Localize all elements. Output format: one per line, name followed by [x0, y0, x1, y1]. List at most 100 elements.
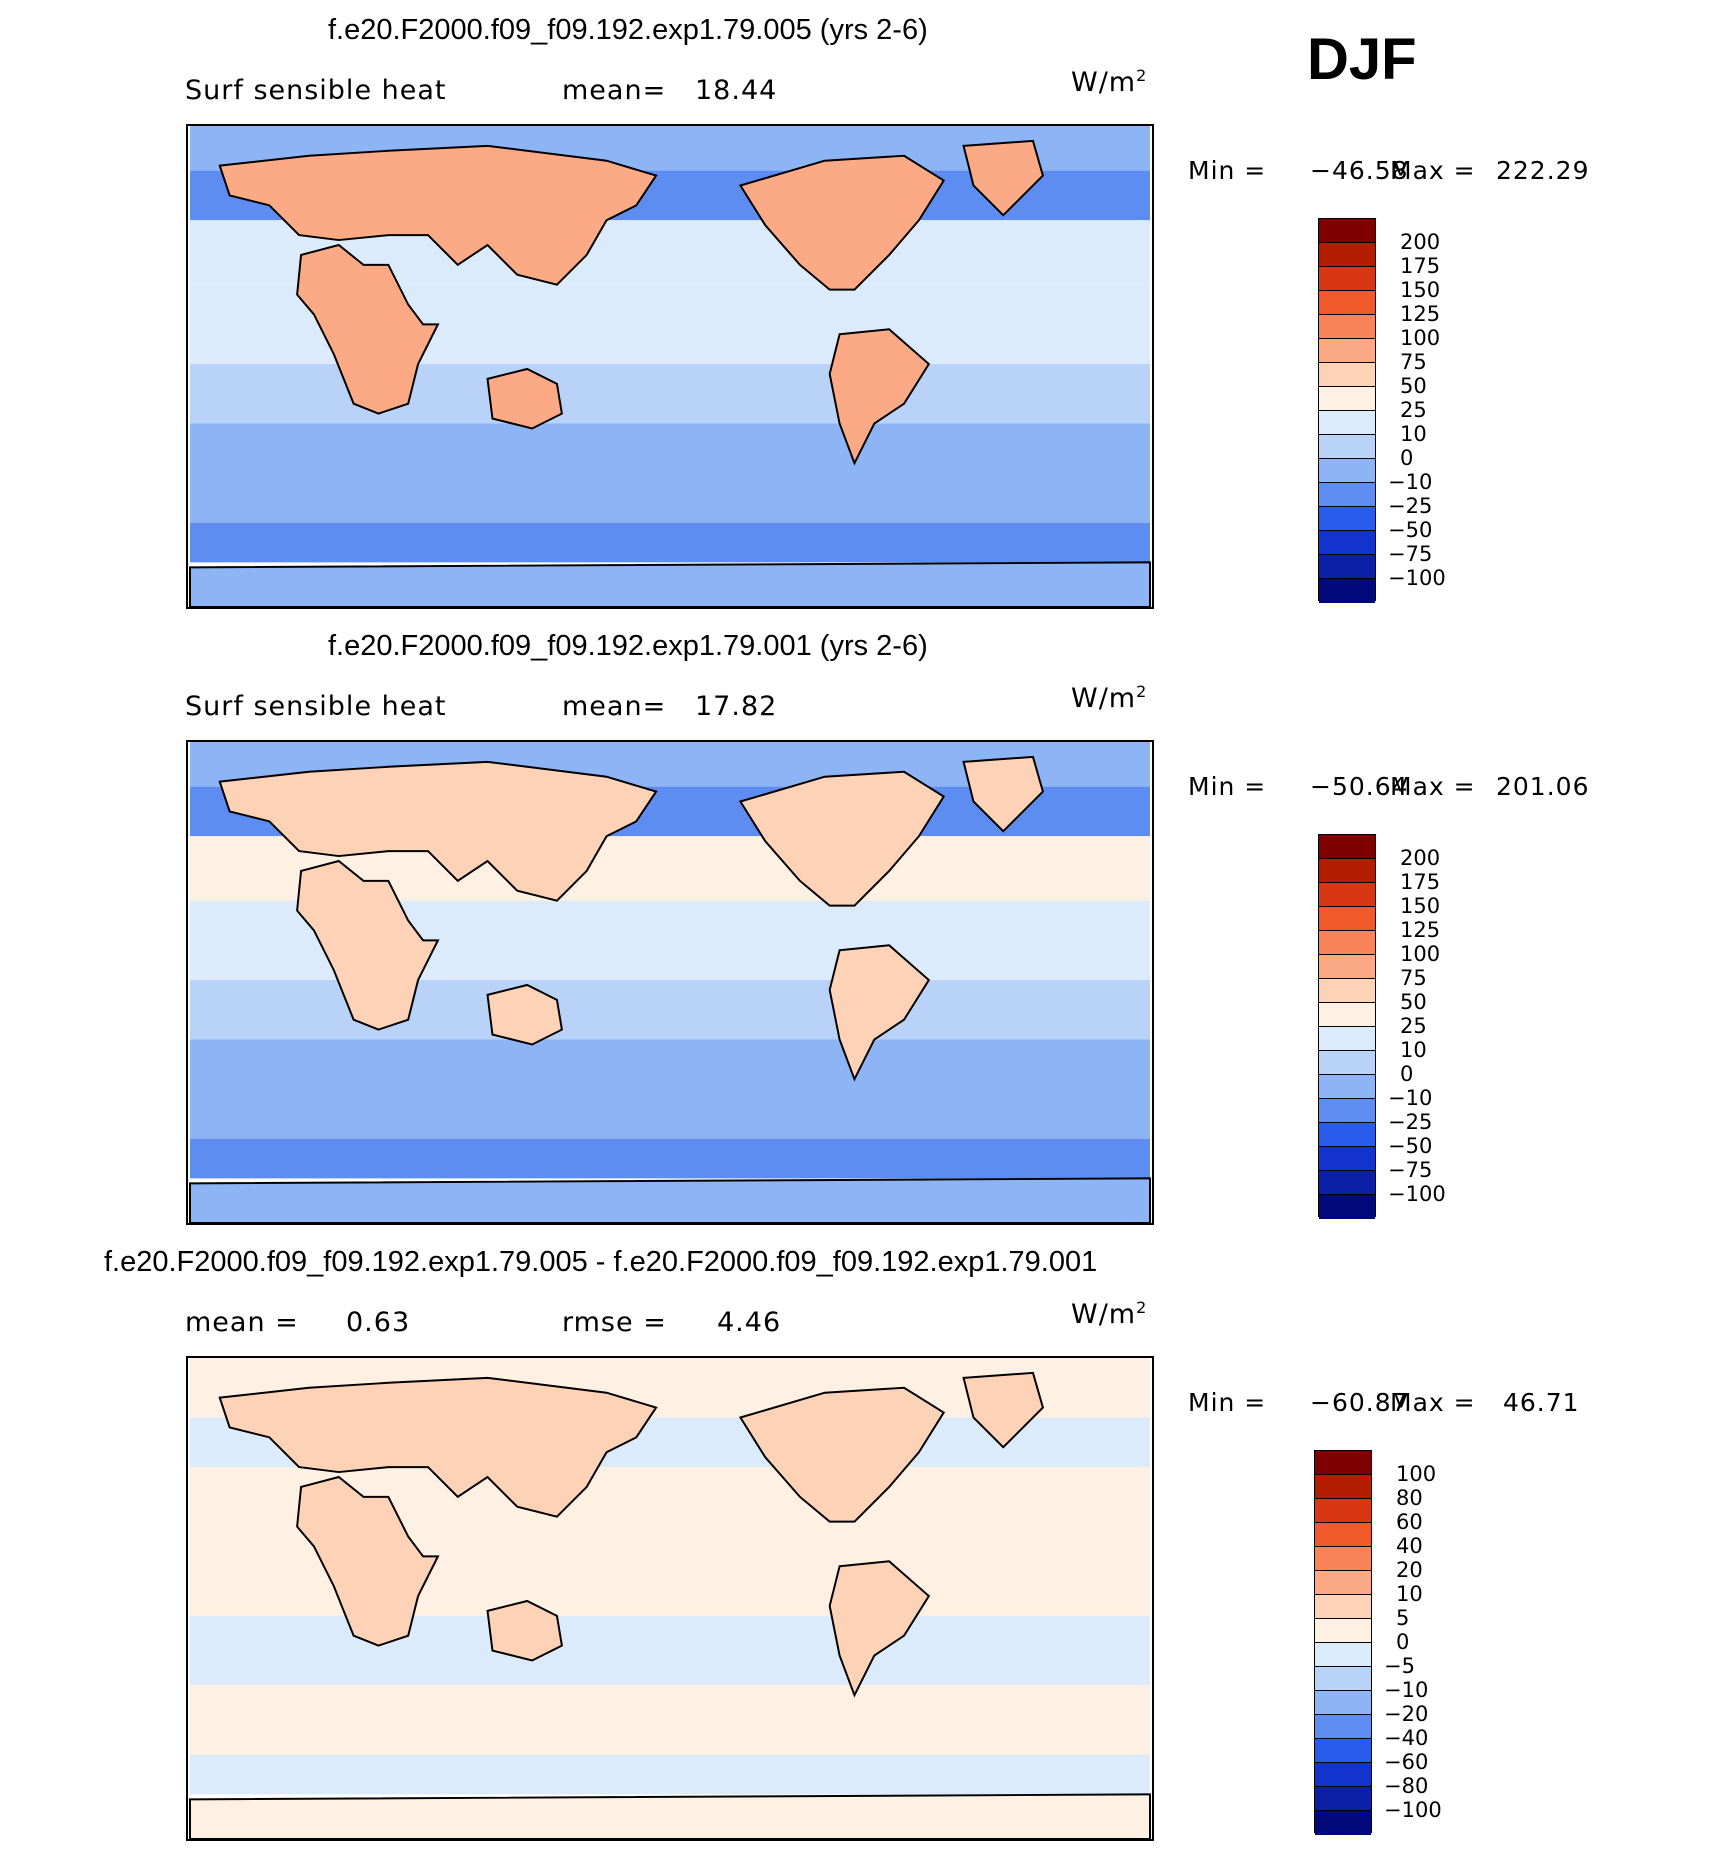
season-label: DJF	[1307, 27, 1417, 92]
colorbar-level-label: 0	[1400, 1062, 1414, 1086]
coastline	[189, 561, 1151, 607]
colorbar-swatch	[1315, 1451, 1371, 1475]
coastline	[218, 1376, 658, 1518]
coastline	[828, 1560, 931, 1698]
colorbar-swatch	[1315, 1667, 1371, 1691]
colorbar-swatch	[1315, 1523, 1371, 1547]
colorbar-level-label: 200	[1400, 230, 1441, 254]
panel-2-variable: Surf sensible heat	[185, 691, 447, 722]
map-field	[189, 1358, 1151, 1839]
panel-1-units-exp: 2	[1136, 66, 1148, 85]
panel-3-units-base: W/m	[1071, 1299, 1137, 1330]
coastline	[962, 139, 1045, 217]
colorbar-level-label: 125	[1400, 302, 1441, 326]
colorbar-swatch	[1319, 267, 1375, 291]
colorbar-swatch	[1319, 835, 1375, 859]
panel-3-title: f.e20.F2000.f09_f09.192.exp1.79.005 - f.…	[104, 1246, 1098, 1278]
panel-1-mean-value: 18.44	[695, 75, 778, 106]
colorbar-level-label: 125	[1400, 918, 1441, 942]
colorbar-swatch	[1319, 1195, 1375, 1219]
colorbar-swatch	[1319, 859, 1375, 883]
panel-2-colorbar	[1318, 834, 1376, 1219]
colorbar-level-label: −75	[1388, 542, 1433, 566]
colorbar-swatch	[1319, 363, 1375, 387]
map-field	[189, 742, 1151, 1223]
coastline	[828, 328, 931, 466]
panel-3-units: W/m2	[1071, 1298, 1147, 1330]
colorbar-level-label: 25	[1400, 1014, 1427, 1038]
colorbar-level-label: 100	[1396, 1462, 1437, 1486]
colorbar-level-label: −10	[1384, 1678, 1429, 1702]
coastline	[486, 1599, 563, 1662]
coastline	[189, 1177, 1151, 1223]
colorbar-swatch	[1319, 579, 1375, 603]
colorbar-level-label: −25	[1388, 494, 1433, 518]
panel-2-map	[186, 740, 1154, 1225]
panel-3-min-value: −60.87	[1310, 1388, 1409, 1417]
colorbar-level-label: −80	[1384, 1774, 1429, 1798]
colorbar-swatch	[1319, 1075, 1375, 1099]
panel-2-max-label: Max =	[1390, 772, 1476, 801]
panel-3-max-label: Max =	[1390, 1388, 1476, 1417]
colorbar-swatch	[1319, 315, 1375, 339]
panel-2-units: W/m2	[1071, 682, 1147, 714]
colorbar-swatch	[1319, 1003, 1375, 1027]
colorbar-level-label: −100	[1384, 1798, 1442, 1822]
colorbar-swatch	[1319, 907, 1375, 931]
colorbar-swatch	[1319, 1123, 1375, 1147]
coastline	[738, 770, 946, 907]
coastline	[962, 1371, 1045, 1449]
coastline	[218, 760, 658, 902]
colorbar-swatch	[1319, 507, 1375, 531]
colorbar-level-label: −40	[1384, 1726, 1429, 1750]
colorbar-level-label: −100	[1388, 566, 1446, 590]
colorbar-level-label: 100	[1400, 942, 1441, 966]
panel-3-mean-value: 0.63	[346, 1307, 411, 1338]
colorbar-level-label: 200	[1400, 846, 1441, 870]
colorbar-swatch	[1319, 483, 1375, 507]
colorbar-level-label: −75	[1388, 1158, 1433, 1182]
panel-3-min-label: Min =	[1188, 1388, 1267, 1417]
colorbar-level-label: −60	[1384, 1750, 1429, 1774]
colorbar-swatch	[1319, 435, 1375, 459]
colorbar-swatch	[1315, 1811, 1371, 1835]
panel-2-min-value: −50.64	[1310, 772, 1409, 801]
panel-2-min-label: Min =	[1188, 772, 1267, 801]
colorbar-swatch	[1315, 1691, 1371, 1715]
colorbar-level-label: 10	[1400, 1038, 1427, 1062]
colorbar-level-label: 100	[1400, 326, 1441, 350]
colorbar-level-label: 10	[1400, 422, 1427, 446]
colorbar-swatch	[1319, 883, 1375, 907]
panel-1-units: W/m2	[1071, 66, 1147, 98]
coastline	[486, 367, 563, 430]
panel-1-max-value: 222.29	[1496, 156, 1590, 185]
panel-1-units-base: W/m	[1071, 67, 1137, 98]
colorbar-swatch	[1319, 1051, 1375, 1075]
colorbar-level-label: 175	[1400, 870, 1441, 894]
colorbar-swatch	[1315, 1739, 1371, 1763]
colorbar-swatch	[1315, 1499, 1371, 1523]
panel-3-units-exp: 2	[1136, 1298, 1148, 1317]
panel-1-max-label: Max =	[1390, 156, 1476, 185]
panel-1-colorbar	[1318, 218, 1376, 603]
colorbar-swatch	[1319, 1027, 1375, 1051]
colorbar-swatch	[1319, 1171, 1375, 1195]
panel-3-map	[186, 1356, 1154, 1841]
colorbar-swatch	[1319, 459, 1375, 483]
panel-1-min-value: −46.58	[1310, 156, 1409, 185]
colorbar-swatch	[1319, 531, 1375, 555]
panel-1-min-label: Min =	[1188, 156, 1267, 185]
colorbar-level-label: −50	[1388, 518, 1433, 542]
colorbar-level-label: −25	[1388, 1110, 1433, 1134]
colorbar-swatch	[1319, 339, 1375, 363]
colorbar-level-label: 75	[1400, 350, 1427, 374]
colorbar-level-label: 25	[1400, 398, 1427, 422]
colorbar-swatch	[1315, 1571, 1371, 1595]
panel-2-mean-label: mean=	[562, 691, 667, 722]
panel-1-map	[186, 124, 1154, 609]
coastline	[296, 1475, 440, 1647]
colorbar-swatch	[1319, 1147, 1375, 1171]
panel-2-units-exp: 2	[1136, 682, 1148, 701]
colorbar-level-label: −100	[1388, 1182, 1446, 1206]
colorbar-swatch	[1319, 219, 1375, 243]
